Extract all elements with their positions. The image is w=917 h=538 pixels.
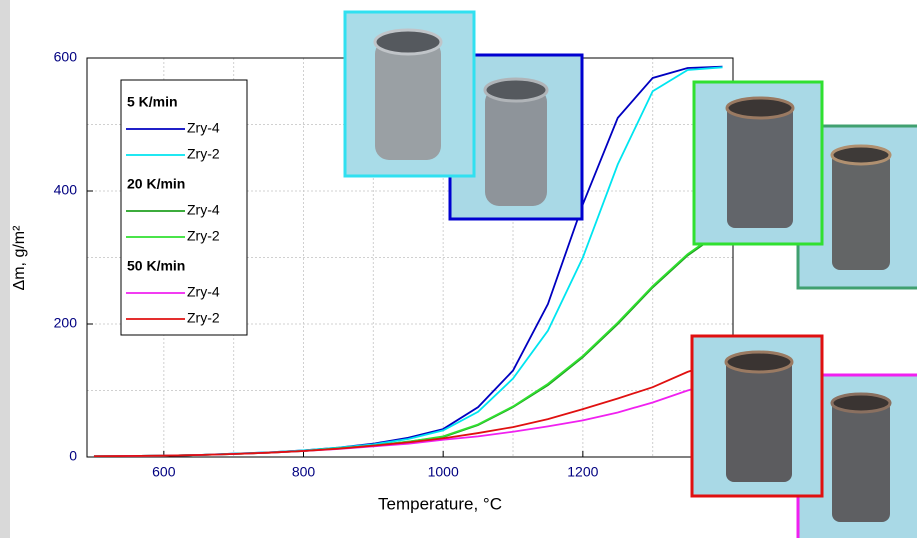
legend-label: Zry-2 (187, 228, 220, 244)
x-tick-label: 800 (292, 464, 316, 480)
photos (343, 10, 917, 538)
legend-label: Zry-4 (187, 284, 220, 300)
legend-label: Zry-2 (187, 310, 220, 326)
series-line (93, 379, 723, 457)
legend-heading: 5 K/min (127, 94, 178, 110)
y-tick-label: 400 (54, 182, 78, 198)
y-tick-label: 0 (69, 448, 77, 464)
x-tick-label: 1200 (567, 464, 598, 480)
legend-label: Zry-4 (187, 120, 220, 136)
legend-box (120, 79, 248, 336)
legend-heading: 50 K/min (127, 258, 185, 274)
photo (692, 80, 824, 246)
y-tick-label: 600 (54, 49, 78, 65)
side-strip (0, 0, 10, 538)
y-tick-label: 200 (54, 315, 78, 331)
series-line (93, 359, 723, 457)
legend-label: Zry-2 (187, 146, 220, 162)
x-tick-label: 600 (152, 464, 176, 480)
y-axis-label: Δm, g/m² (11, 225, 28, 291)
lines (93, 65, 724, 457)
photo (343, 10, 476, 178)
photo (690, 334, 824, 498)
legend-label: Zry-4 (187, 202, 220, 218)
plot: 600 800 1000 1200 0 200 400 600 5 K/min Zry-4 Zry-… (54, 49, 734, 480)
x-axis-label: Temperature, °C (378, 494, 502, 513)
legend-heading: 20 K/min (127, 176, 185, 192)
x-tick-label: 1000 (428, 464, 459, 480)
